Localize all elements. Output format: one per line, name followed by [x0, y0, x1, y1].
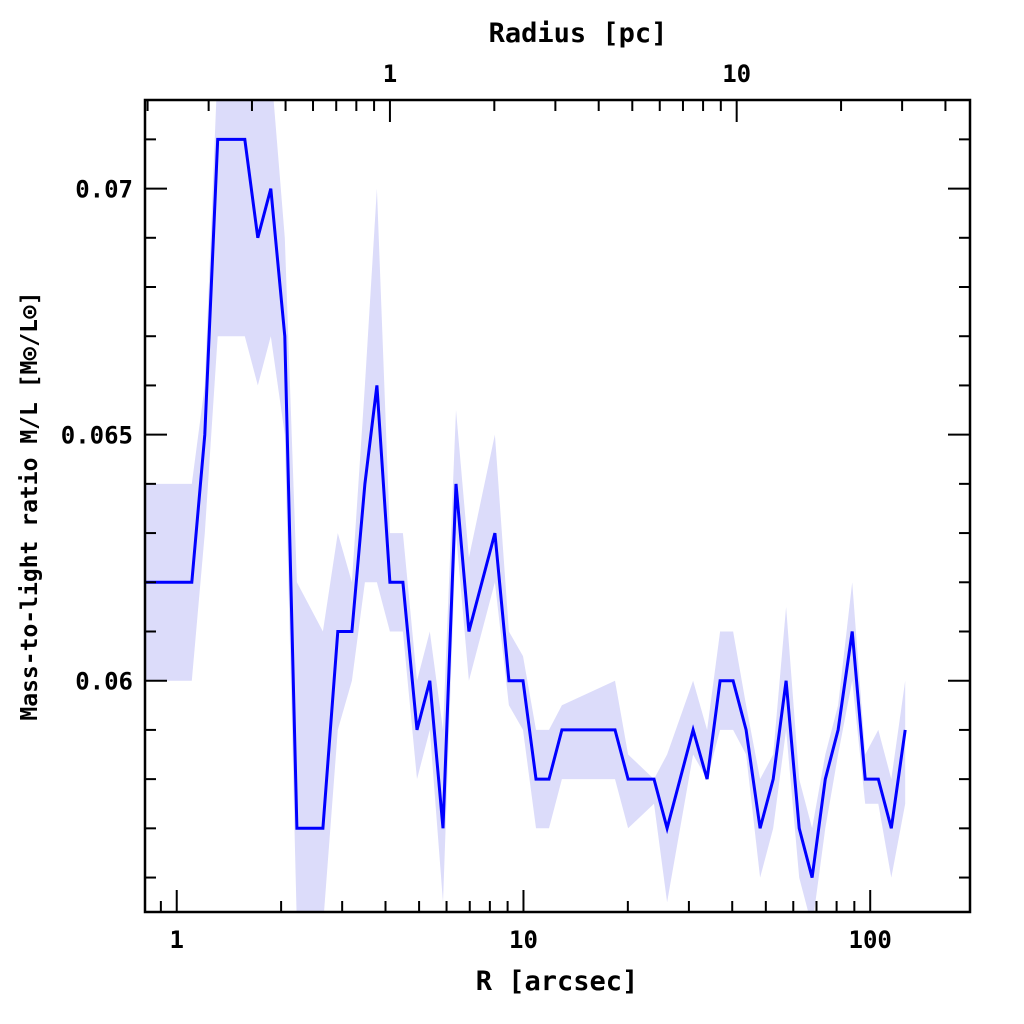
x-tick-label: 100 [849, 926, 892, 954]
y-tick-label: 0.06 [75, 668, 133, 696]
x-axis-label: R [arcsec] [476, 966, 639, 997]
y-tick-label: 0.07 [75, 176, 133, 204]
x-tick-label: 10 [509, 926, 538, 954]
x2-axis-label: Radius [pc] [489, 18, 668, 49]
y-axis-label: Mass-to-light ratio M/L [M⊙/L⊙] [17, 291, 43, 720]
x2-tick-label: 1 [383, 60, 397, 88]
x-tick-label: 1 [170, 926, 184, 954]
error-band [145, 100, 906, 912]
ml-series-line [145, 137, 907, 878]
plot-frame [143, 98, 972, 914]
y-tick-label: 0.065 [61, 422, 133, 450]
x2-tick-label: 10 [722, 60, 751, 88]
